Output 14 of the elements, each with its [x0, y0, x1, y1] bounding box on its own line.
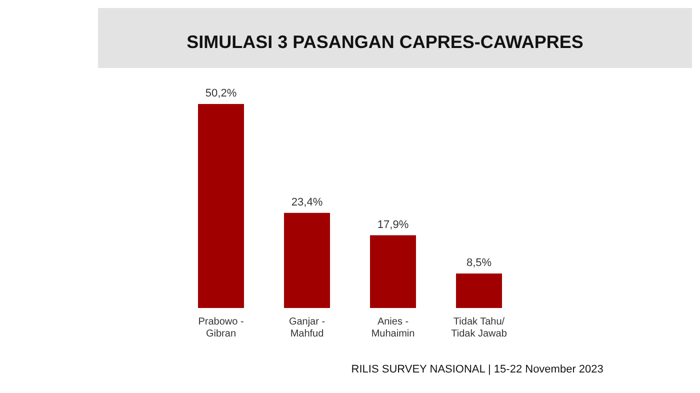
bar [198, 104, 244, 308]
chart-title: SIMULASI 3 PASANGAN CAPRES-CAWAPRES [186, 32, 584, 52]
bar [370, 235, 416, 308]
text: RILIS SURVEY NASIONAL | 15-22 November 2023 [351, 364, 604, 376]
x-tick-label: Ganjar - Mahfud [288, 316, 326, 340]
bar [284, 212, 330, 308]
bar [456, 273, 502, 308]
x-tick-label: Prabowo - Gibran [198, 316, 244, 340]
data-label: 8,5% [466, 256, 492, 269]
x-tick-label: Anies - Muhaimin [371, 316, 415, 340]
data-label: 23,4% [291, 196, 323, 208]
x-tick-label: Tidak Tahu/ Tidak Jawab [451, 316, 508, 340]
data-label: 50,2% [205, 88, 237, 100]
data-label: 17,9% [377, 218, 409, 231]
